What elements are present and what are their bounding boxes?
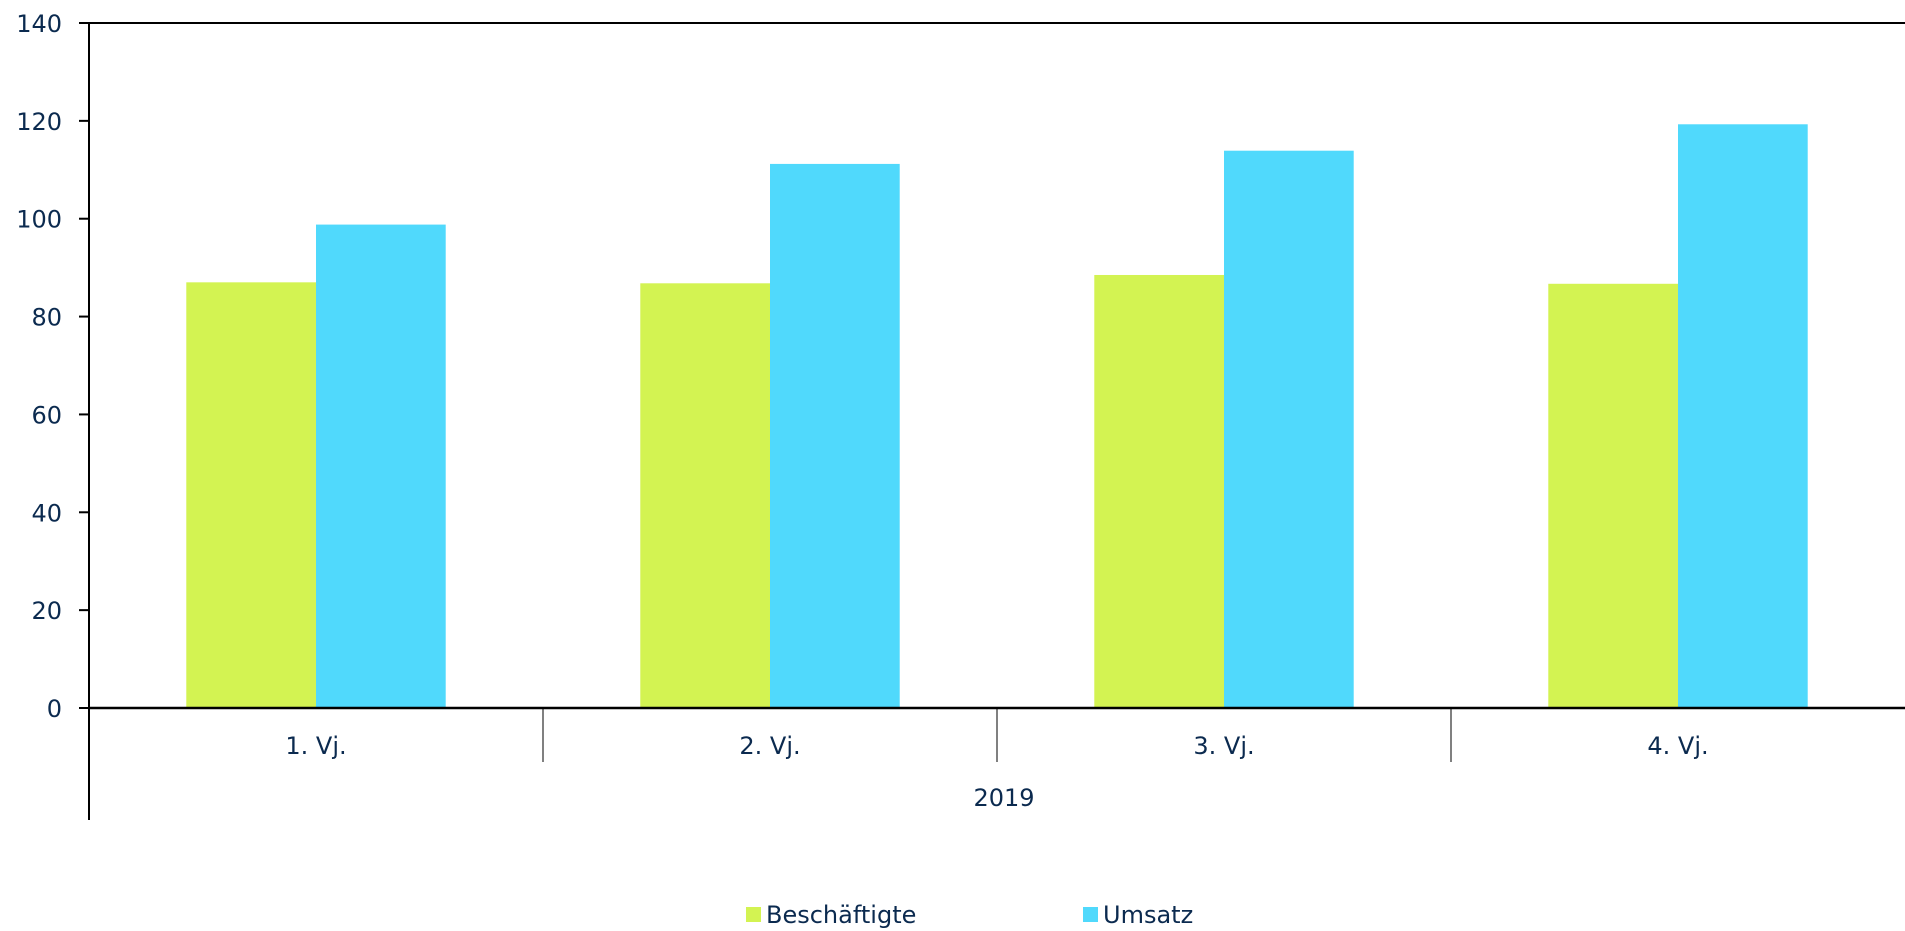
y-tick-label: 100 [16,206,62,234]
y-tick-label: 20 [31,597,62,625]
legend-label: Beschäftigte [766,901,916,929]
bars [186,124,1808,709]
x-axis-group-label: 2019 [973,784,1034,812]
bar-umsatz-1 [316,224,446,709]
y-tick-label: 0 [47,695,62,723]
legend-label: Umsatz [1103,901,1193,929]
y-tick-label: 80 [31,304,62,332]
y-axis-tick-labels: 0 20 40 60 80 100 120 140 [16,10,62,723]
y-tick-label: 40 [31,499,62,527]
x-category-label: 4. Vj. [1647,732,1708,760]
bar-besch-ftigte-2 [640,283,770,708]
legend: Beschäftigte Umsatz [746,901,1193,929]
x-category-label: 2. Vj. [739,732,800,760]
x-axis-category-labels: 1. Vj. 2. Vj. 3. Vj. 4. Vj. [285,732,1708,760]
x-axis-category-separators [542,708,1452,762]
x-category-label: 3. Vj. [1193,732,1254,760]
legend-swatch [746,907,761,922]
bar-umsatz-2 [770,163,900,708]
x-category-label: 1. Vj. [285,732,346,760]
bar-besch-ftigte-4 [1548,283,1678,708]
bar-umsatz-3 [1224,150,1354,709]
legend-swatch [1083,907,1098,922]
bar-besch-ftigte-1 [186,282,316,708]
y-axis-ticks [79,22,89,709]
y-tick-label: 60 [31,401,62,429]
bar-umsatz-4 [1678,124,1808,708]
bar-besch-ftigte-3 [1094,274,1224,708]
y-tick-label: 140 [16,10,62,38]
y-tick-label: 120 [16,108,62,136]
